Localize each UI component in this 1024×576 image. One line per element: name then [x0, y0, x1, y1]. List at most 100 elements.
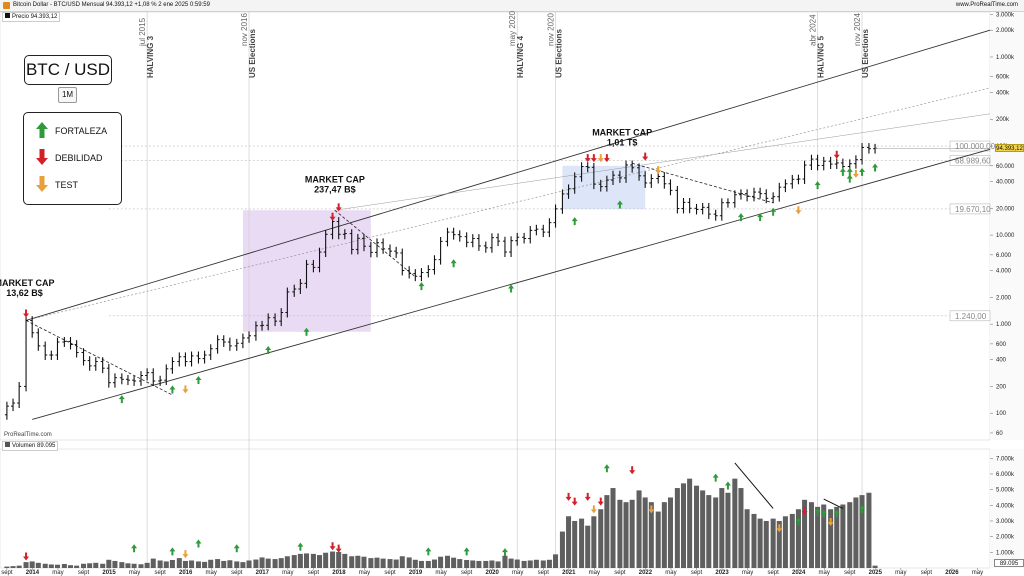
- volume-bar: [706, 495, 712, 568]
- price-tick-label: 1.000: [996, 322, 1012, 328]
- volume-bar: [265, 558, 271, 568]
- volume-bar: [291, 555, 297, 568]
- fortaleza-arrow-icon: [846, 174, 853, 183]
- price-tick-label: 200: [996, 384, 1007, 390]
- event-date-label: abr 2024: [809, 14, 818, 46]
- debilidad-arrow-icon: [565, 492, 572, 501]
- volume-bar: [54, 564, 60, 568]
- x-tick-label: may: [129, 570, 140, 576]
- price-tick-label: 1.000k: [996, 55, 1015, 61]
- level-label: 68.989,60: [955, 156, 991, 165]
- volume-bar: [106, 559, 112, 568]
- volume-bar: [770, 518, 776, 568]
- volume-bar: [227, 560, 233, 568]
- volume-last-tag: 89.095: [994, 559, 1024, 567]
- volume-bar: [278, 558, 284, 568]
- volume-bar: [648, 502, 654, 568]
- prorealtime-logo-icon: [3, 2, 10, 9]
- volume-bar: [757, 518, 763, 568]
- volume-bar: [259, 557, 265, 568]
- market-cap-value: 1,01 T$: [607, 137, 638, 147]
- debilidad-arrow-icon: [603, 154, 610, 163]
- x-tick-label: 2022: [639, 570, 653, 576]
- fortaleza-arrow-icon: [770, 207, 777, 216]
- volume-bar: [240, 562, 246, 568]
- x-tick-label: 2021: [562, 570, 576, 576]
- fortaleza-arrow-icon: [131, 544, 138, 553]
- volume-bar: [579, 518, 585, 568]
- volume-bar: [361, 556, 367, 568]
- debilidad-arrow-icon: [335, 544, 342, 553]
- event-name-label: HALVING 3: [146, 35, 155, 78]
- volume-bar: [566, 516, 572, 568]
- fortaleza-arrow-icon: [233, 544, 240, 553]
- fortaleza-arrow-icon: [463, 547, 470, 556]
- volume-bar: [540, 560, 546, 568]
- volume-bar: [202, 561, 208, 568]
- x-tick-label: may: [359, 570, 370, 576]
- x-tick-label: may: [819, 570, 830, 576]
- volume-bar: [789, 513, 795, 568]
- volume-bar: [629, 499, 635, 568]
- volume-bar: [521, 560, 527, 568]
- volume-tick-label: 3.000k: [996, 519, 1015, 525]
- debilidad-arrow-icon: [597, 497, 604, 506]
- channel-upper-line: [25, 29, 991, 321]
- level-box: [949, 140, 991, 152]
- debilidad-arrow-icon: [329, 542, 336, 551]
- debilidad-arrow-icon: [642, 152, 649, 161]
- fortaleza-arrow-icon: [169, 547, 176, 556]
- timeframe-badge[interactable]: 1M: [58, 87, 77, 103]
- event-date-label: jul 2015: [138, 17, 147, 47]
- volume-bar: [847, 502, 853, 568]
- test-arrow-icon: [182, 385, 189, 394]
- price-panel[interactable]: [0, 11, 991, 441]
- volume-bar: [125, 563, 131, 568]
- event-date-label: may 2020: [508, 10, 517, 46]
- x-tick-label: sept: [1, 570, 13, 576]
- x-tick-label: sept: [538, 570, 550, 576]
- market-cap-title: MARKET CAP: [592, 127, 652, 137]
- volume-bar: [828, 509, 834, 568]
- event-name-label: HALVING 5: [817, 35, 826, 78]
- volume-bar: [215, 559, 221, 568]
- fortaleza-arrow-icon: [418, 282, 425, 291]
- x-tick-label: 2026: [945, 570, 959, 576]
- fortaleza-arrow-icon: [450, 259, 457, 268]
- x-tick-label: sept: [154, 570, 166, 576]
- downtrend-2014: [25, 320, 173, 396]
- volume-bar: [42, 563, 48, 568]
- volume-bar: [163, 561, 169, 568]
- volume-bar: [527, 560, 533, 568]
- top-trend-line: [334, 113, 991, 211]
- volume-tick-label: 2.000k: [996, 535, 1015, 541]
- fortaleza-arrow-icon: [571, 217, 578, 226]
- debilidad-arrow-icon: [335, 203, 342, 212]
- legend-label: FORTALEZA: [55, 126, 108, 136]
- fortaleza-arrow-icon: [839, 167, 846, 176]
- volume-bar: [687, 478, 693, 568]
- volume-bar: [451, 557, 457, 568]
- volume-tick-label: 4.000k: [996, 503, 1015, 509]
- volume-bar: [853, 497, 859, 568]
- x-tick-label: 2024: [792, 570, 806, 576]
- volume-bar: [464, 560, 470, 568]
- price-tick-label: 600: [996, 342, 1007, 348]
- volume-axis: [990, 449, 1024, 568]
- price-series-swatch: [5, 13, 10, 18]
- volume-bar: [303, 553, 310, 568]
- volume-bar: [387, 559, 393, 568]
- test-arrow-icon: [795, 206, 802, 215]
- level-label: 19.670,10: [955, 205, 991, 214]
- volume-bar: [35, 562, 41, 568]
- volume-bar: [310, 553, 316, 568]
- price-tick-label: 60: [996, 431, 1003, 437]
- volume-bar: [866, 492, 872, 568]
- level-label: 1.240,00: [955, 312, 987, 321]
- volume-bar: [418, 560, 424, 568]
- volume-bar: [246, 560, 252, 568]
- volume-bar: [412, 559, 418, 568]
- volume-bar: [617, 499, 623, 568]
- brand-link[interactable]: www.ProRealTime.com: [955, 2, 1018, 8]
